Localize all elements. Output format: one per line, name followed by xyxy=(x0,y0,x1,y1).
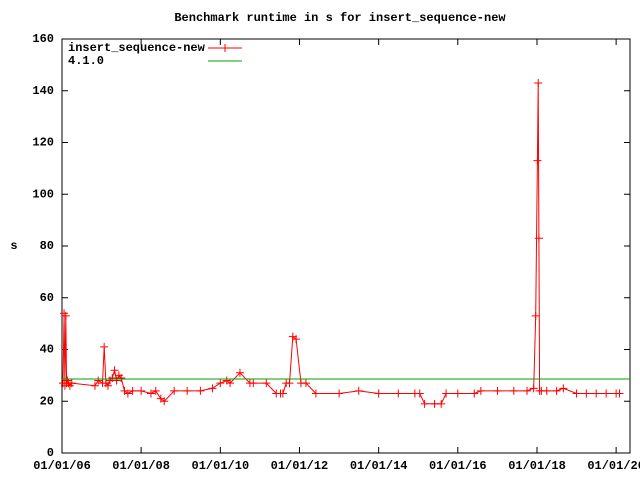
data-point xyxy=(128,386,137,395)
data-point xyxy=(552,386,561,395)
data-point xyxy=(146,389,155,398)
data-point xyxy=(103,381,112,390)
data-point xyxy=(311,389,320,398)
data-point xyxy=(170,386,179,395)
data-point xyxy=(285,379,294,388)
x-tick-label: 01/01/10 xyxy=(192,459,250,473)
data-point xyxy=(94,376,103,385)
y-tick-label: 100 xyxy=(32,187,54,201)
data-point xyxy=(208,384,217,393)
data-point xyxy=(529,384,538,393)
x-tick-label: 01/01/14 xyxy=(350,459,408,473)
data-point xyxy=(602,389,611,398)
data-point xyxy=(335,389,344,398)
data-point xyxy=(534,78,543,87)
data-point xyxy=(354,386,363,395)
data-point xyxy=(301,379,310,388)
data-point xyxy=(278,389,287,398)
data-point xyxy=(249,379,258,388)
data-point xyxy=(533,156,542,165)
legend-label: insert_sequence-new xyxy=(68,41,206,55)
chart-title: Benchmark runtime in s for insert_sequen… xyxy=(174,11,506,25)
data-point xyxy=(110,366,119,375)
data-point xyxy=(542,386,551,395)
y-axis-label: s xyxy=(10,239,17,253)
data-point xyxy=(531,311,540,320)
data-point xyxy=(226,379,235,388)
data-point xyxy=(292,335,301,344)
x-tick-label: 01/01/08 xyxy=(112,459,170,473)
y-tick-label: 120 xyxy=(32,136,54,150)
data-point xyxy=(262,379,271,388)
data-point xyxy=(216,379,225,388)
y-tick-label: 160 xyxy=(32,32,54,46)
x-tick-label: 01/01/20 xyxy=(587,459,640,473)
data-point xyxy=(493,386,502,395)
data-point xyxy=(160,397,169,406)
data-point xyxy=(582,389,591,398)
data-point xyxy=(394,389,403,398)
data-point xyxy=(615,389,624,398)
y-tick-label: 60 xyxy=(40,291,54,305)
x-tick-label: 01/01/06 xyxy=(33,459,91,473)
y-tick-label: 20 xyxy=(40,394,54,408)
y-tick-label: 0 xyxy=(47,446,54,460)
data-point xyxy=(534,234,543,243)
data-point xyxy=(61,311,70,320)
data-point xyxy=(100,342,109,351)
data-point xyxy=(476,386,485,395)
data-point xyxy=(90,381,99,390)
data-point xyxy=(572,389,581,398)
data-point xyxy=(437,399,446,408)
data-point xyxy=(183,386,192,395)
data-point xyxy=(123,389,132,398)
data-point xyxy=(559,384,568,393)
x-tick-label: 01/01/18 xyxy=(508,459,566,473)
data-point xyxy=(415,389,424,398)
data-point xyxy=(67,379,76,388)
data-point xyxy=(470,389,479,398)
y-tick-label: 140 xyxy=(32,84,54,98)
data-point xyxy=(151,386,160,395)
data-point xyxy=(137,386,146,395)
data-point xyxy=(374,389,383,398)
data-point xyxy=(592,389,601,398)
legend-label: 4.1.0 xyxy=(68,54,104,68)
y-tick-label: 40 xyxy=(40,343,54,357)
x-tick-label: 01/01/12 xyxy=(271,459,329,473)
legend-marker xyxy=(221,44,229,52)
data-point xyxy=(112,376,121,385)
data-point xyxy=(117,373,126,382)
y-tick-label: 80 xyxy=(40,239,54,253)
data-point xyxy=(453,389,462,398)
x-tick-label: 01/01/16 xyxy=(429,459,487,473)
data-point xyxy=(523,386,532,395)
data-point xyxy=(420,399,429,408)
data-point xyxy=(442,389,451,398)
data-point xyxy=(108,373,117,382)
data-point xyxy=(509,386,518,395)
data-point xyxy=(235,368,244,377)
data-point xyxy=(196,386,205,395)
